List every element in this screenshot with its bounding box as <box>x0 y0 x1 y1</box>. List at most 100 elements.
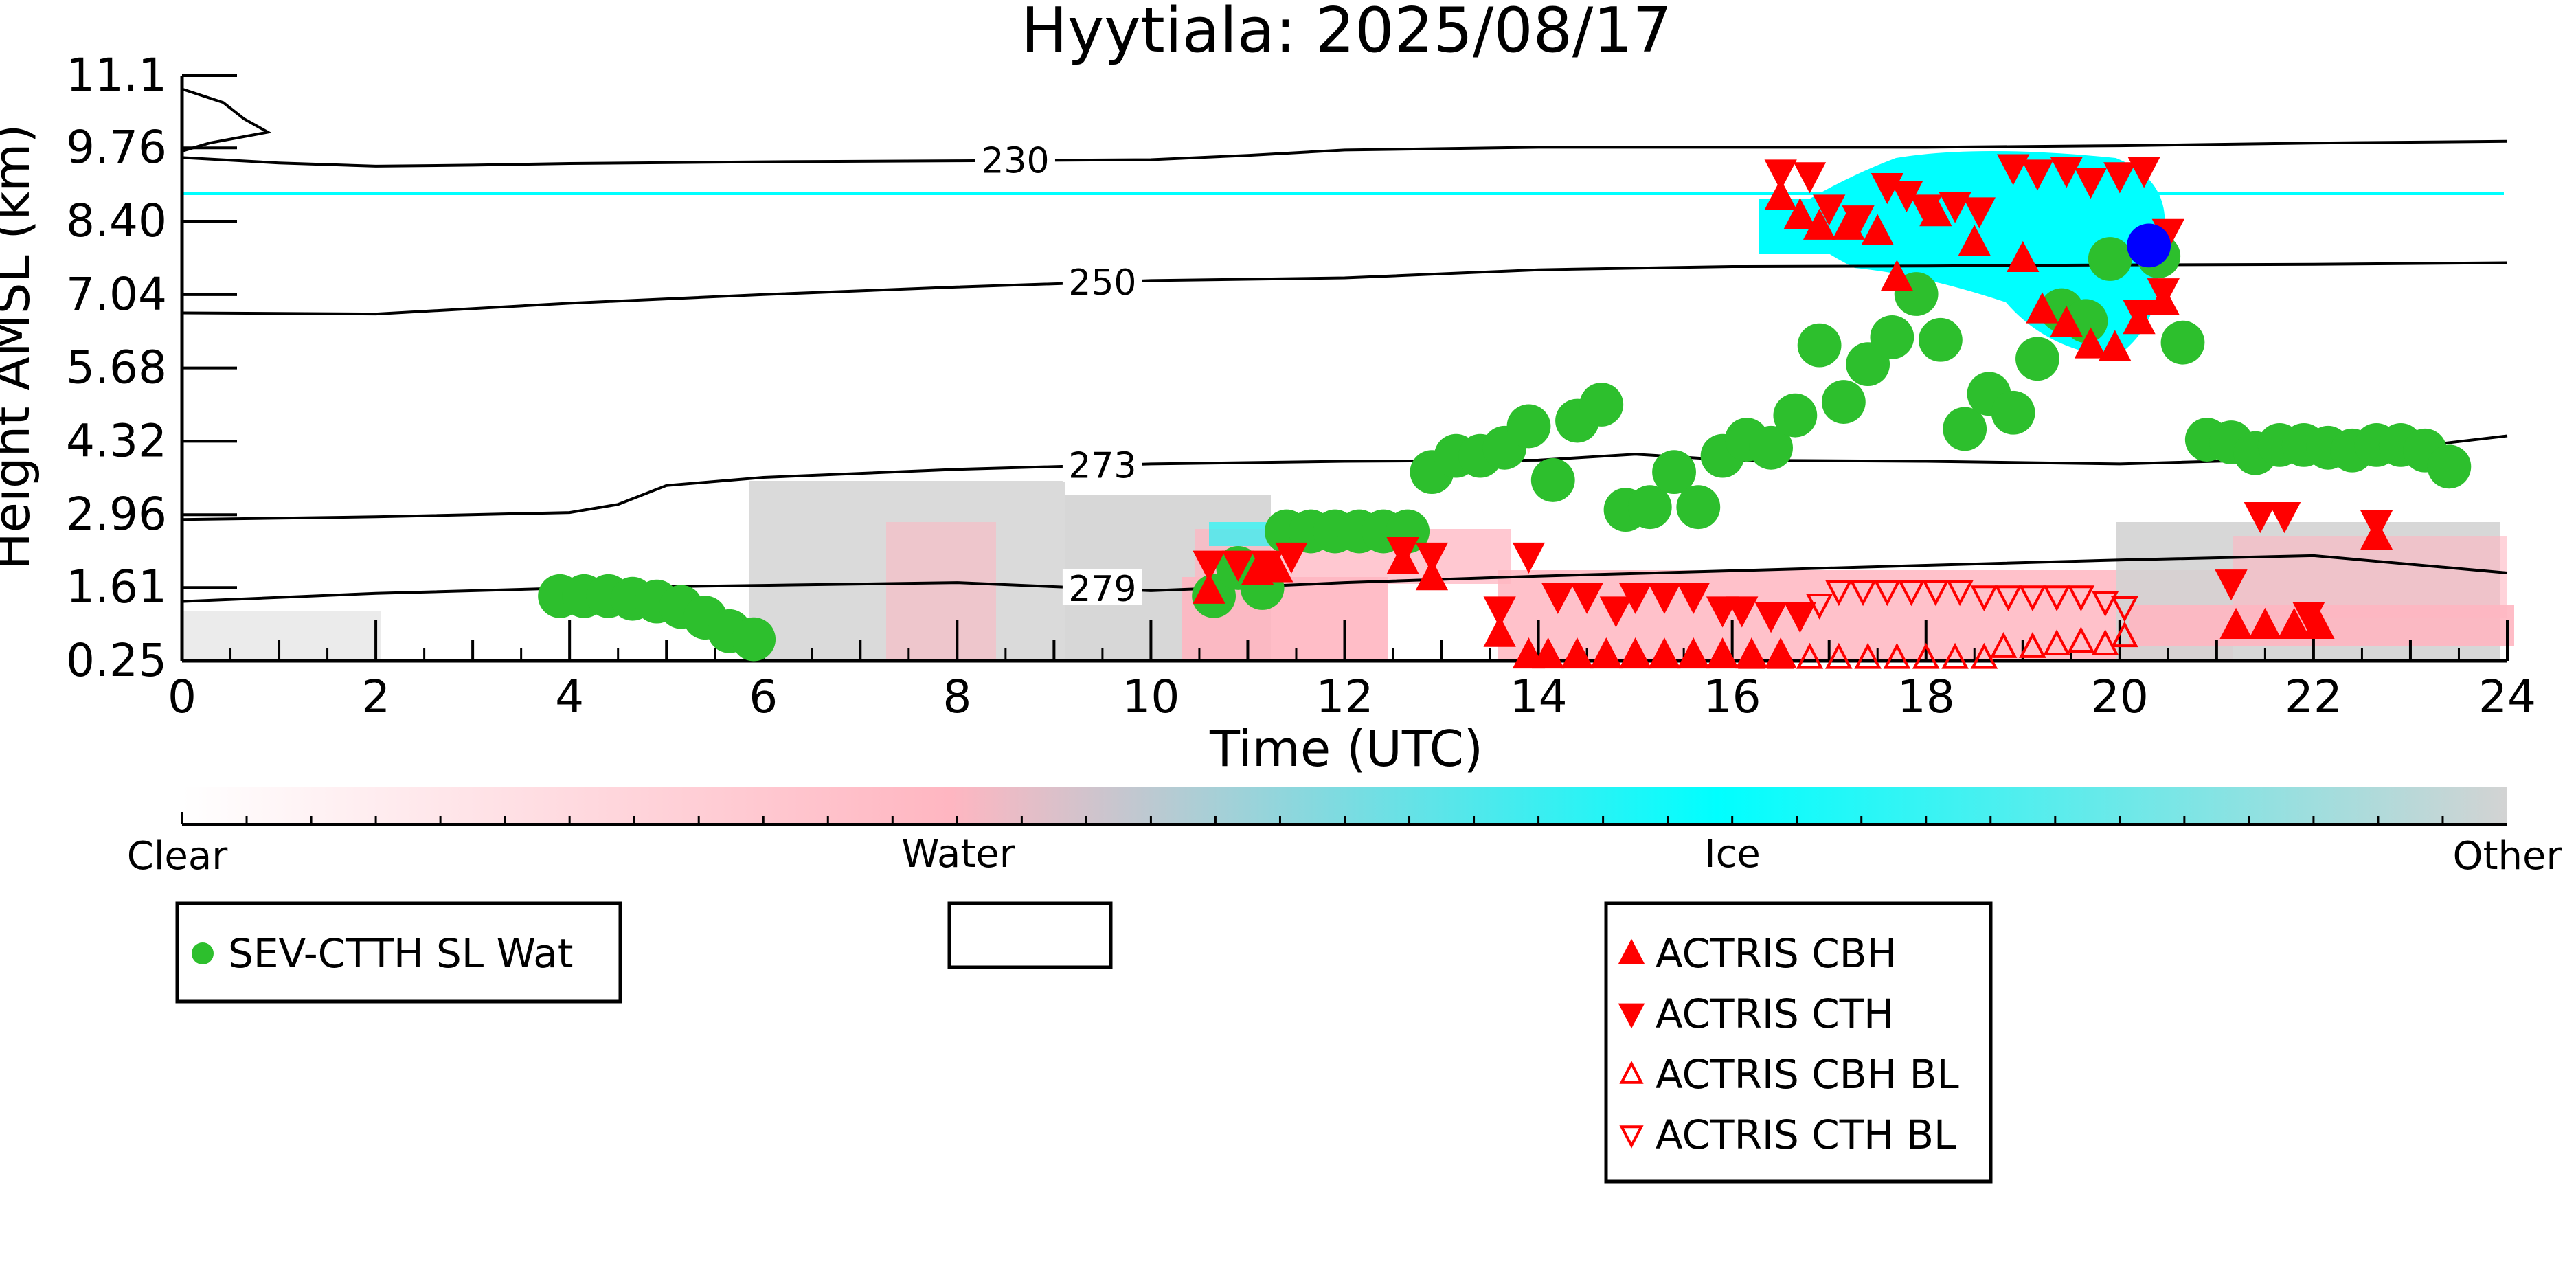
y-tick-label: 7.04 <box>66 268 167 321</box>
sev-ctth-sl-wat-point <box>2088 237 2132 281</box>
sev-ctth-sl-wat-point <box>1749 425 1793 470</box>
legend-label: ACTRIS CBH BL <box>1656 1051 1959 1098</box>
actris-cth-point <box>2268 501 2301 534</box>
sev-ctth-sl-wat-point <box>1821 380 1866 424</box>
y-tick-label: 1.61 <box>66 561 167 613</box>
actris-cbh-point <box>1193 572 1225 604</box>
actris-cbh-bl-point <box>1912 642 1940 669</box>
actris-cbh-bl-point <box>1796 642 1824 669</box>
x-tick-label: 10 <box>1122 670 1179 723</box>
x-tick-label: 14 <box>1510 670 1568 723</box>
sev-ctth-sl-wat-point <box>1579 383 1624 427</box>
actris-cth-bl-point <box>2091 591 2119 617</box>
actris-cth-point <box>2074 168 2108 199</box>
actris-cbh-point <box>1561 637 1594 669</box>
actris-cth-point <box>1570 583 1603 614</box>
actris-cbh-point <box>2050 306 2083 337</box>
contour-label-bg <box>975 141 1055 177</box>
actris-cth-point <box>1512 542 1546 574</box>
x-tick-label: 2 <box>361 670 390 723</box>
colorbar-label-ice: Ice <box>1704 832 1761 877</box>
data-markers <box>538 154 2472 669</box>
actris-cth-point <box>1386 537 1419 569</box>
actris-cth-point <box>2123 300 2156 331</box>
sev-ctth-sl-wat-point <box>1627 485 1672 530</box>
actris-cbh-bl-point <box>1883 642 1911 669</box>
sev-ctth-sl-wat-point <box>1943 407 1987 451</box>
actris-cth-point <box>1677 583 1710 614</box>
actris-cth-point <box>2127 157 2160 188</box>
actris-cth-point <box>1541 583 1574 614</box>
actris-cth-point <box>1939 192 1971 223</box>
actris-cbh-bl-point <box>1767 642 1794 669</box>
sev-ctth-sl-wat-point <box>1991 390 2035 435</box>
x-tick-label: 18 <box>1897 670 1955 723</box>
actris-cth-point <box>1910 194 1943 226</box>
colorbar-label-water: Water <box>901 832 1016 877</box>
actris-cbh-bl-point <box>2019 632 2046 658</box>
actris-cth-point <box>1193 550 1225 582</box>
sev-ctth-sl-wat-point <box>2427 444 2472 489</box>
actris-cbh-bl-point <box>2043 629 2070 655</box>
y-tick-label: 11.1 <box>66 49 167 102</box>
colorbar-label-other: Other <box>2452 834 2562 879</box>
legend-marker-sev <box>192 942 214 964</box>
actris-cbh-point <box>2026 292 2059 324</box>
actris-cbh-point <box>1677 637 1710 669</box>
actris-cth-bl-point <box>1805 594 1833 620</box>
actris-cbh-point <box>1415 559 1449 591</box>
actris-cbh-bl-point <box>1941 642 1969 669</box>
actris-cbh-bl-point <box>1854 642 1882 669</box>
actris-cth-point <box>2147 278 2180 310</box>
x-tick-label: 24 <box>2478 670 2536 723</box>
y-tick-label: 0.25 <box>66 634 167 687</box>
actris-cth-point <box>1842 205 1875 237</box>
x-axis-label: Time (UTC) <box>1209 720 1483 778</box>
y-tick-label: 4.32 <box>66 414 167 467</box>
x-tick-label: 22 <box>2285 670 2342 723</box>
actris-cth-bl-point <box>1825 580 1853 607</box>
sev-ctth-sl-wat-point <box>1919 317 1963 362</box>
actris-cth-bl-point <box>1970 585 1998 612</box>
legend-label-sev: SEV-CTTH SL Wat <box>228 930 574 977</box>
actris-cbh-bl-point <box>1989 632 2018 658</box>
actris-cbh-point <box>1803 208 1836 240</box>
sev-ctth-sl-wat-point <box>1652 450 1696 495</box>
actris-cbh-bl-point <box>2091 629 2119 655</box>
y-tick-label: 9.76 <box>66 121 167 174</box>
x-tick-label: 16 <box>1704 670 1761 723</box>
actris-cth-point <box>1415 542 1449 574</box>
sev-ctth-sl-wat-point <box>1530 458 1575 502</box>
actris-cbh-point <box>2219 607 2252 639</box>
actris-cth-point <box>1618 583 1652 614</box>
actris-cth-point <box>1997 154 2030 185</box>
actris-cbh-bl-point <box>2111 621 2138 648</box>
actris-cth-point <box>1764 159 1797 191</box>
actris-cth-bl-point <box>1897 580 1925 607</box>
actris-cth-point <box>2050 157 2083 188</box>
actris-cth-bl-point <box>1873 580 1901 607</box>
actris-cbh-bl-point <box>1825 642 1853 669</box>
actris-cbh-point <box>2248 607 2282 639</box>
contour-label-273: 273 <box>1068 445 1136 486</box>
actris-cth-bl-point <box>2111 596 2138 622</box>
legend-middle <box>947 901 1113 969</box>
actris-cth-bl-point <box>1849 580 1877 607</box>
actris-cth-point <box>1783 602 1817 633</box>
actris-cth-bl-point <box>1946 580 1974 607</box>
sev-ctth-sl-wat-point <box>1797 323 1842 368</box>
actris-cth-point <box>1754 602 1787 633</box>
actris-cth-point <box>1599 596 1633 628</box>
sev-ctth-sl-wat-point <box>2160 320 2205 365</box>
actris-cth-point <box>2360 510 2393 541</box>
actris-cbh-bl-point <box>1738 642 1765 669</box>
sev-ctth-sl-wat-point <box>2015 337 2059 381</box>
actris-cbh-point <box>1706 637 1739 669</box>
actris-cth-point <box>1813 194 1846 226</box>
actris-cth-point <box>1648 583 1681 614</box>
contour-label-bg <box>1062 262 1142 299</box>
actris-cbh-point <box>1783 198 1817 229</box>
y-axis-label: Height AMSL (km) <box>0 124 41 570</box>
actris-cbh-point <box>2074 327 2108 359</box>
